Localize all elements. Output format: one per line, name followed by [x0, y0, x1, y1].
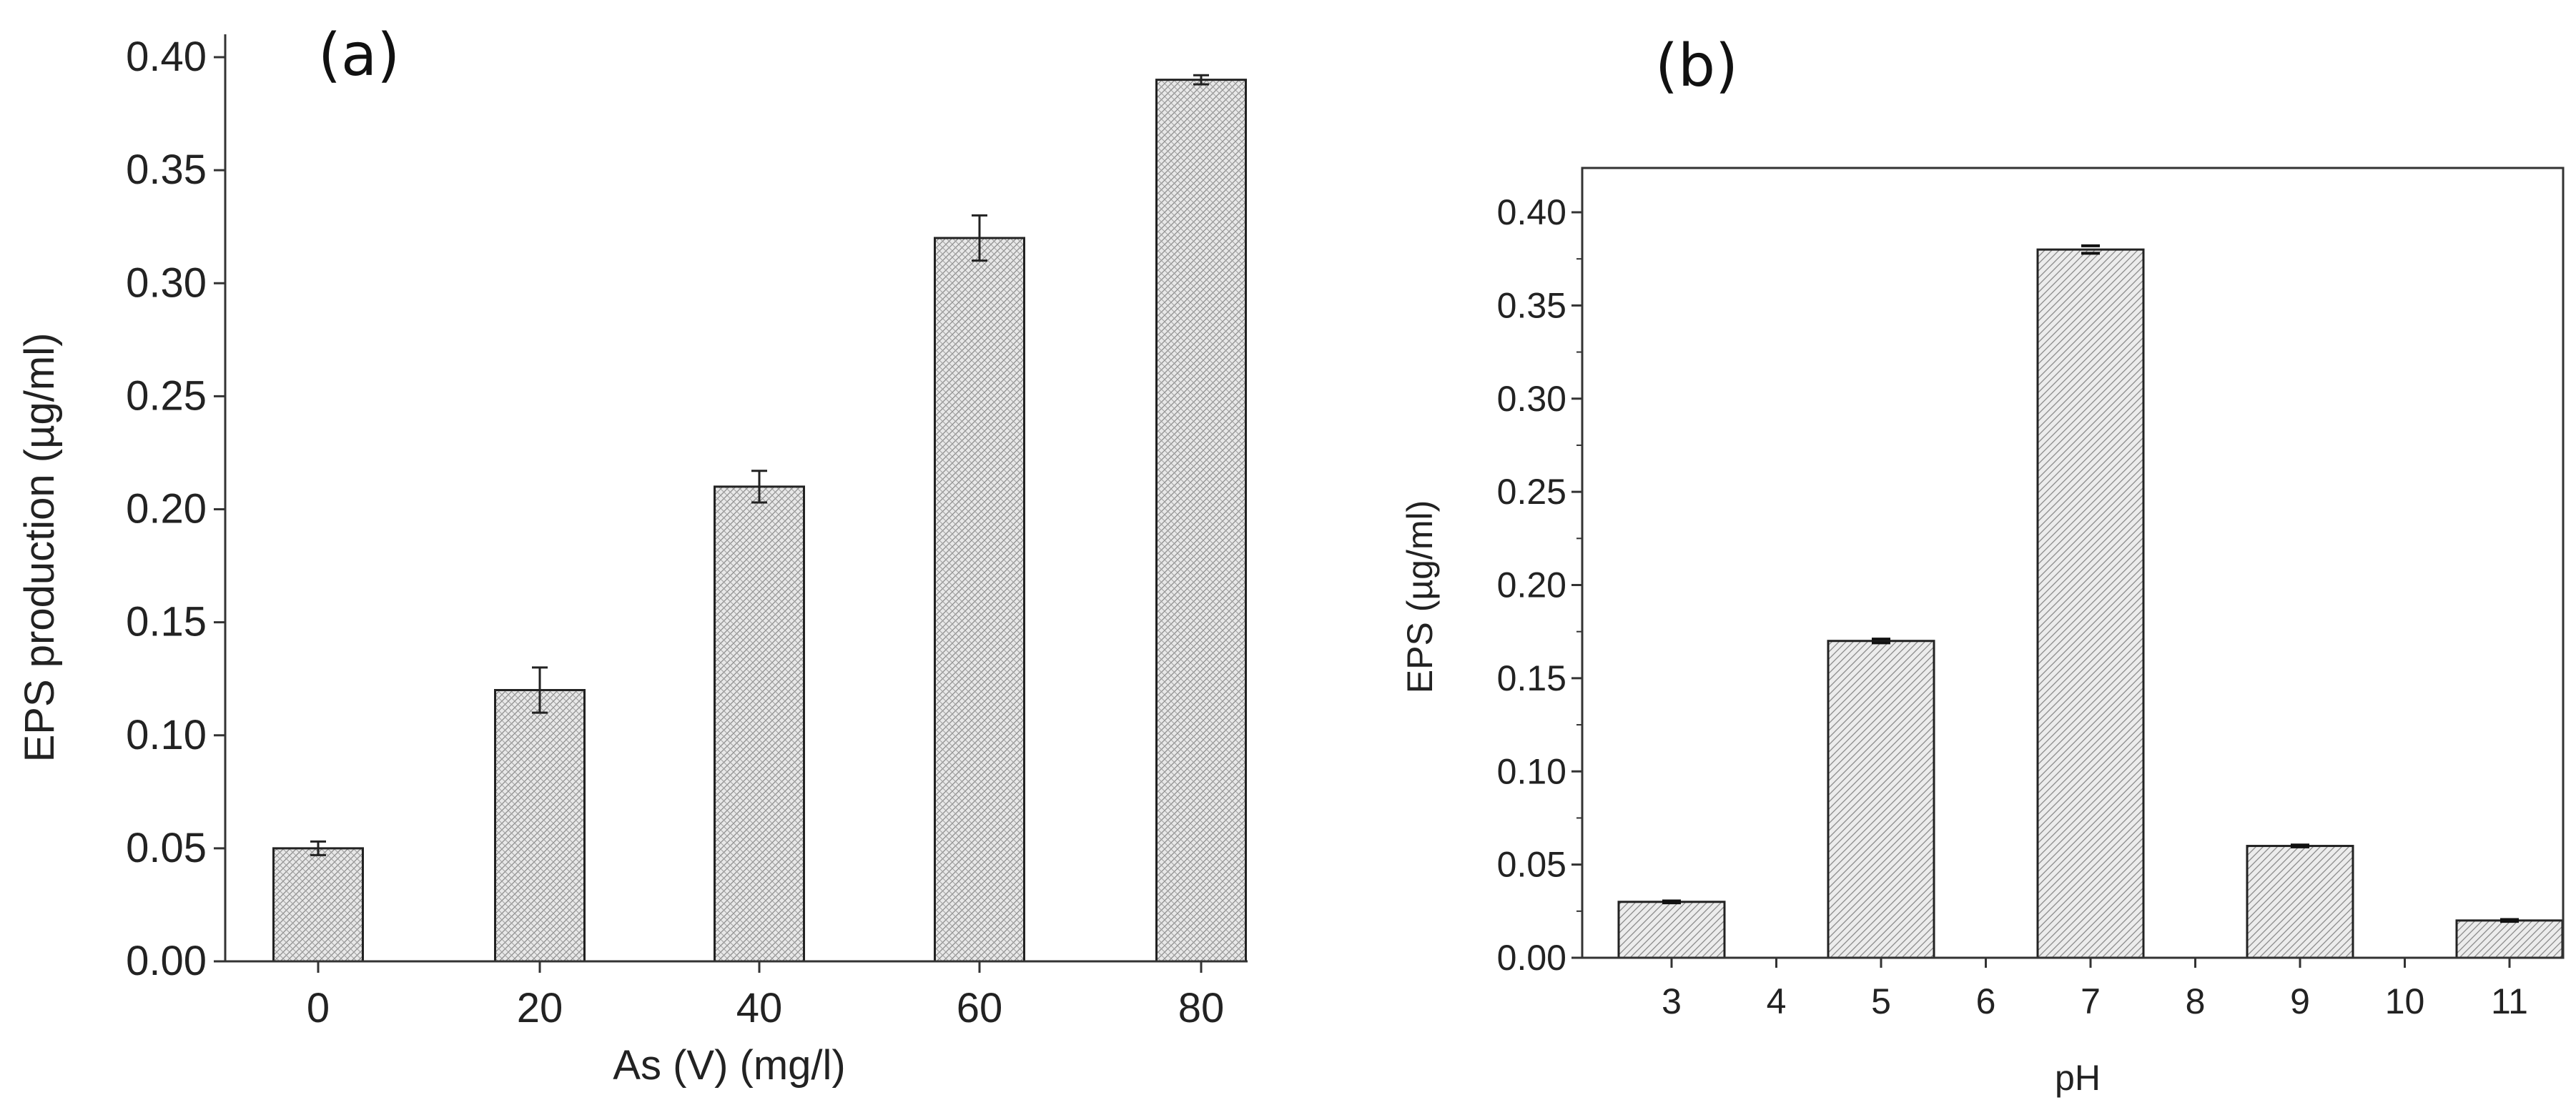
panel-b-x-axis-title: pH [2055, 1058, 2101, 1098]
panel-a-bar-0 [272, 847, 364, 963]
panel-b-x-tick-label: 7 [2081, 981, 2101, 1021]
panel-b-bar-ph-7 [2036, 248, 2145, 959]
panel-a-x-tick-label: 0 [307, 985, 330, 1031]
panel-a-y-tick-label: 0.00 [126, 938, 207, 984]
panel-a-bar-60 [934, 237, 1025, 963]
panel-a-x-tick-label: 40 [736, 985, 783, 1031]
panel-b-x-tick-label: 10 [2385, 981, 2425, 1021]
panel-a-bar-20 [494, 689, 586, 963]
panel-a-axes [224, 34, 1248, 963]
panel-a-bar-40 [714, 485, 805, 963]
panel-b-bar-ph-5 [1827, 640, 1935, 959]
panel-a-y-tick-label: 0.10 [126, 712, 207, 758]
panel-a-y-tick-label: 0.20 [126, 486, 207, 532]
panel-b-bar-ph-11 [2455, 919, 2564, 959]
panel-a-y-tick-label: 0.05 [126, 825, 207, 871]
panel-b-y-tick-label: 0.05 [1497, 845, 1566, 885]
panel-b-y-tick-label: 0.25 [1497, 472, 1566, 512]
panel-b-chart: (b) EPS (µg/ml) pH 0.000.050.100.150.200… [1400, 32, 2565, 1098]
panel-b-x-tick-label: 8 [2186, 981, 2206, 1021]
panel-b-label: (b) [1655, 32, 1738, 100]
panel-b-x-tick-label: 11 [2491, 981, 2528, 1021]
panel-a-y-tick-label: 0.30 [126, 259, 207, 306]
panel-b-error-bars [1662, 244, 2519, 923]
panel-b-y-axis-title: EPS (µg/ml) [1400, 500, 1440, 694]
panel-b-x-tick-label: 5 [1871, 981, 1891, 1021]
panel-a-bars [272, 79, 1247, 963]
panel-b-x-tick-label: 4 [1767, 981, 1787, 1021]
panel-b-x-ticks: 3 4 5 6 7 8 9 10 11 [1662, 958, 2528, 1021]
panel-a-y-tick-label: 0.40 [126, 34, 207, 80]
panel-a-x-tick-label: 60 [957, 985, 1003, 1031]
panel-a-y-axis-title: EPS production (µg/ml) [16, 333, 63, 763]
panel-b-x-tick-label: 9 [2290, 981, 2310, 1021]
panel-b-bars [1617, 248, 2564, 959]
panel-b-axes-frame [1581, 167, 2565, 959]
panel-a-y-tick-label: 0.25 [126, 372, 207, 419]
panel-a-error-bars [310, 74, 1209, 856]
panel-a-x-ticks: 0 20 40 60 80 [307, 961, 1224, 1031]
panel-b-y-tick-label: 0.15 [1497, 658, 1566, 698]
panel-a-bar-80 [1155, 79, 1247, 963]
panel-b-y-tick-label: 0.00 [1497, 938, 1566, 978]
panel-a-label: (a) [318, 21, 400, 89]
panel-a-y-ticks: 0.00 0.05 0.10 0.15 0.20 0.25 0.30 0.35 0.40 [126, 34, 225, 984]
panel-b-bar-ph-3 [1617, 901, 1726, 959]
panel-a-x-tick-label: 20 [517, 985, 563, 1031]
panel-b-y-ticks: 0.00 0.05 0.10 0.15 0.20 0.25 0.30 0.35 0.40 [1497, 192, 1582, 978]
panel-a-chart: (a) EPS production (µg/ml) As (V) (mg/l)… [16, 21, 1248, 1089]
panel-b-axes [1581, 167, 2565, 959]
panel-b-y-tick-label: 0.30 [1497, 379, 1566, 419]
panel-a-y-tick-label: 0.35 [126, 147, 207, 193]
panel-b-bar-ph-9 [2246, 845, 2354, 959]
panel-a-x-axis-title: As (V) (mg/l) [613, 1042, 845, 1089]
panel-a-y-tick-label: 0.15 [126, 599, 207, 645]
panel-b-x-tick-label: 3 [1662, 981, 1682, 1021]
panel-b-y-tick-label: 0.10 [1497, 751, 1566, 791]
panel-a-x-tick-label: 80 [1178, 985, 1225, 1031]
panel-b-y-tick-label: 0.35 [1497, 285, 1566, 325]
panel-b-x-tick-label: 6 [1976, 981, 1996, 1021]
panel-b-y-tick-label: 0.20 [1497, 565, 1566, 605]
panel-b-y-tick-label: 0.40 [1497, 192, 1566, 232]
